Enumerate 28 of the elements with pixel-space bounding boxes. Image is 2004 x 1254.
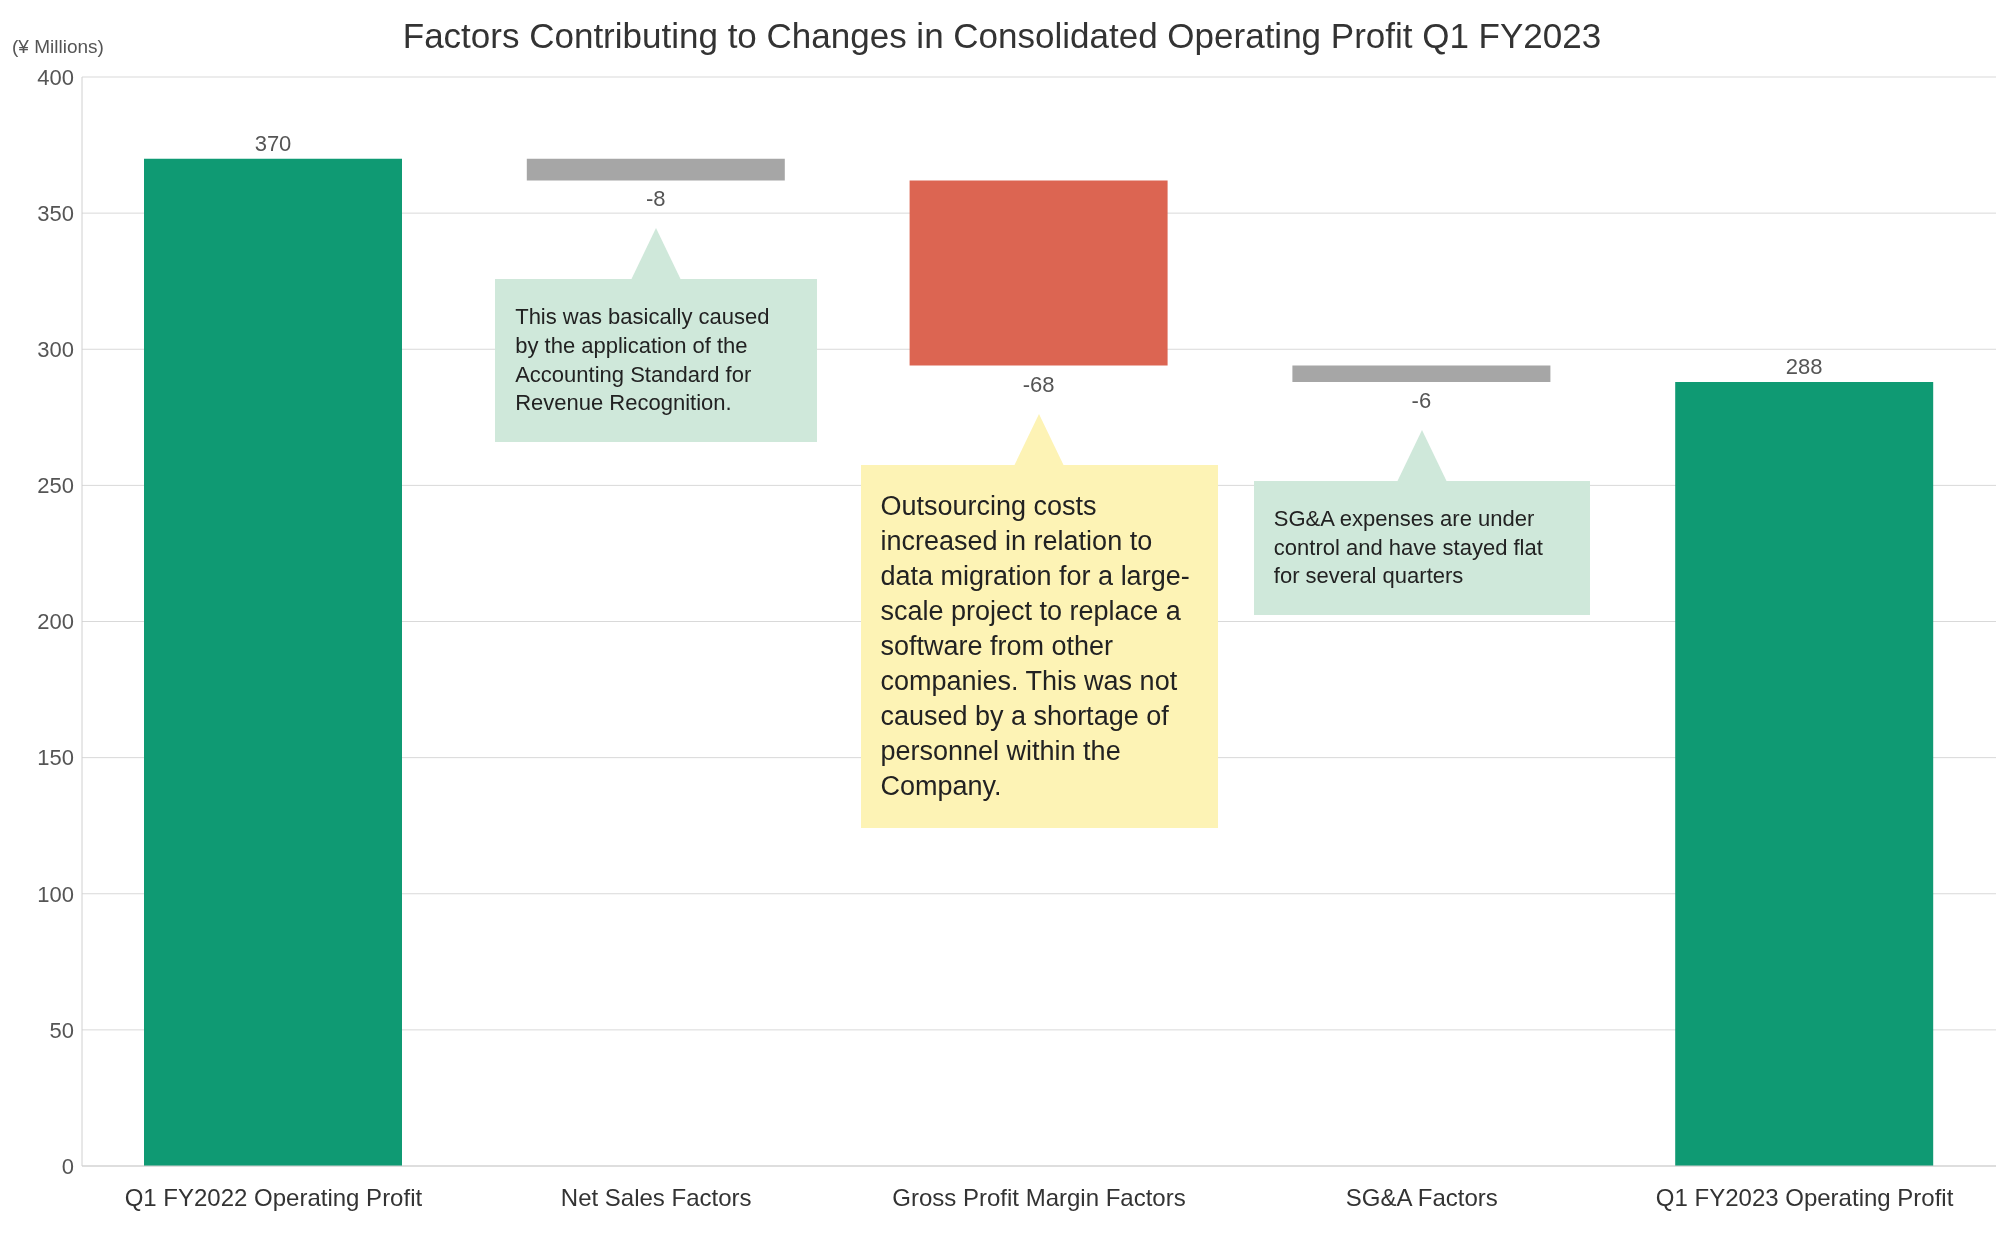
y-axis-title: (¥ Millions) bbox=[12, 36, 104, 58]
y-tick-label: 300 bbox=[37, 337, 74, 363]
y-tick-label: 350 bbox=[37, 200, 74, 226]
bar bbox=[1675, 381, 1934, 1166]
y-tick-label: 200 bbox=[37, 609, 74, 635]
y-tick-label: 250 bbox=[37, 473, 74, 499]
data-label: -8 bbox=[646, 186, 666, 212]
data-label: -68 bbox=[1022, 371, 1055, 397]
data-label: 370 bbox=[254, 130, 292, 156]
bar bbox=[144, 158, 402, 1166]
chart-title: Factors Contributing to Changes in Consolidated Operating Profit Q1 FY2023 bbox=[402, 16, 1602, 55]
y-tick-label: 400 bbox=[37, 64, 74, 90]
data-label: -6 bbox=[1411, 387, 1432, 413]
x-tick-label: Gross Profit Margin Factors bbox=[891, 1183, 1187, 1213]
x-tick-label: Q1 FY2023 Operating Profit bbox=[1654, 1183, 1955, 1213]
data-label: 288 bbox=[1785, 353, 1823, 379]
x-tick-label: Q1 FY2022 Operating Profit bbox=[123, 1183, 424, 1213]
y-tick-label: 150 bbox=[37, 745, 74, 771]
bar bbox=[909, 180, 1168, 366]
y-tick-label: 50 bbox=[49, 1017, 74, 1043]
y-tick-label: 0 bbox=[61, 1153, 74, 1179]
y-tick-label: 100 bbox=[37, 881, 74, 907]
annotation: This was basically caused by the application of the Accounting Standard for Revenue Recognition. bbox=[495, 279, 818, 442]
bar bbox=[526, 158, 785, 181]
x-tick-label: SG&A Factors bbox=[1344, 1183, 1499, 1213]
x-tick-label: Net Sales Factors bbox=[559, 1183, 753, 1213]
annotation: SG&A expenses are under control and have stayed flat for several quarters bbox=[1253, 480, 1590, 615]
bar bbox=[1292, 365, 1551, 382]
